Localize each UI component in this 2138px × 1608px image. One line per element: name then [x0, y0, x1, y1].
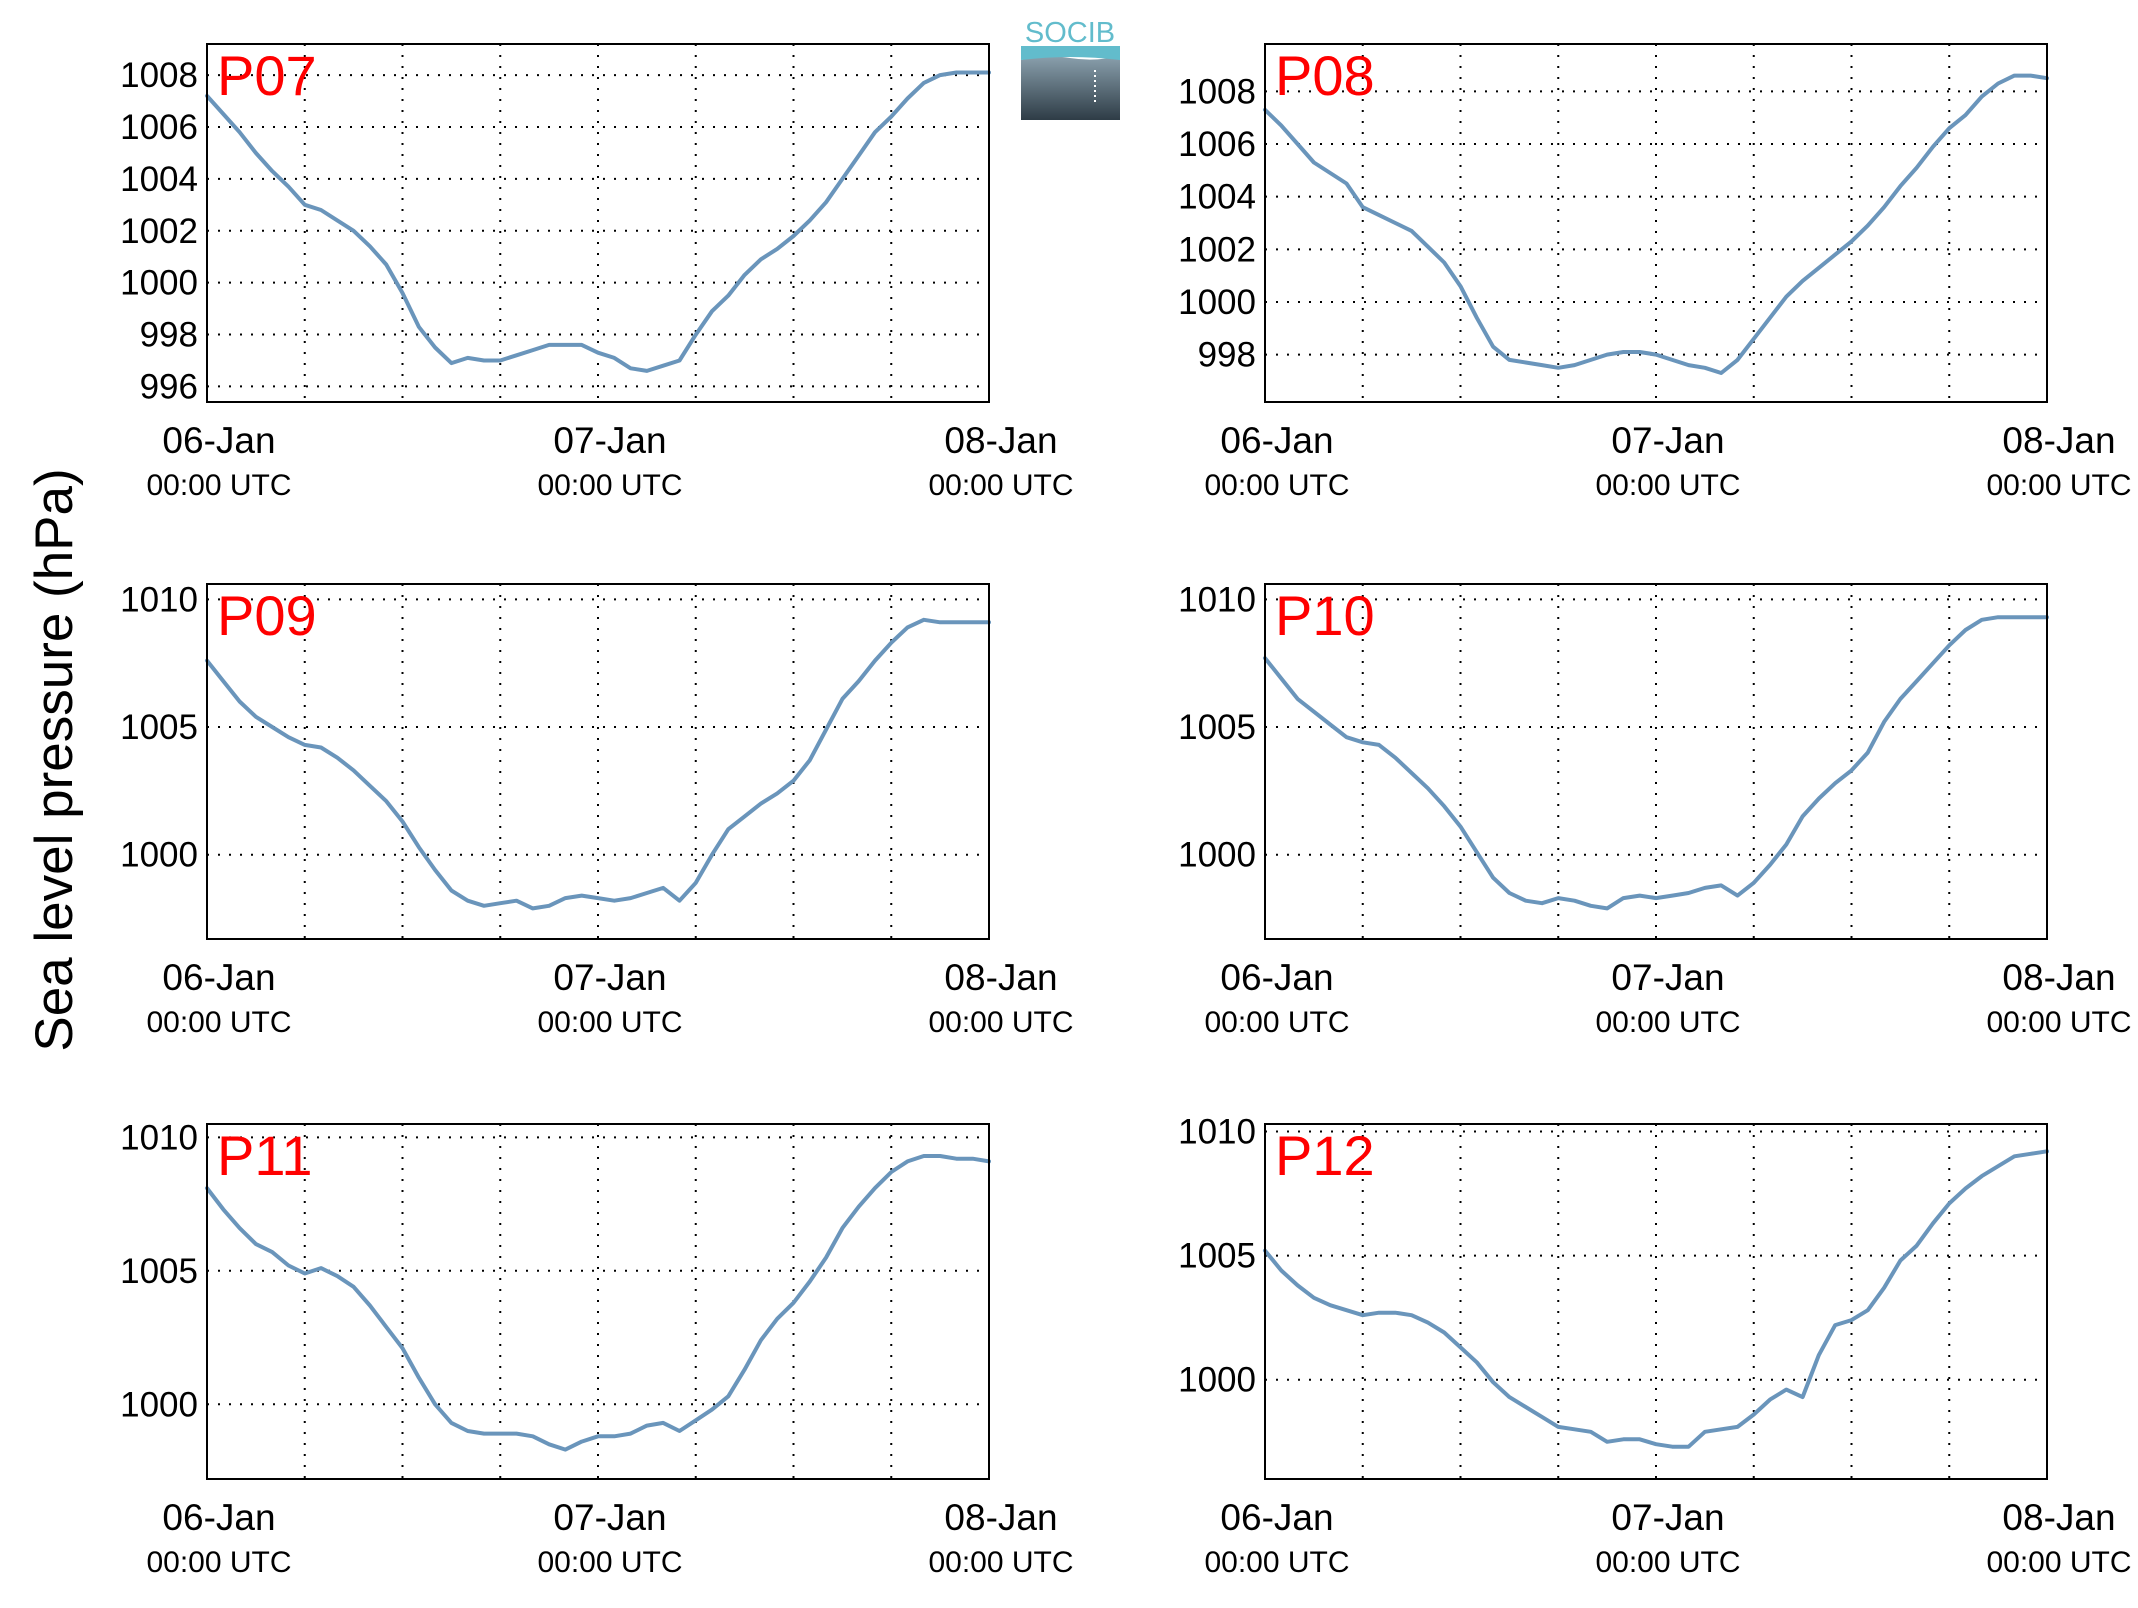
y-tick-label: 1005: [1178, 708, 1256, 747]
x-tick-time-label: 00:00 UTC: [537, 469, 682, 502]
x-tick-time-label: 00:00 UTC: [1986, 1546, 2131, 1579]
pressure-line: [1263, 73, 2049, 375]
x-tick-time-label: 00:00 UTC: [146, 469, 291, 502]
x-tick-day-label: 08-Jan: [2002, 420, 2115, 461]
x-tick-time-label: 00:00 UTC: [146, 1546, 291, 1579]
y-axis-label: Sea level pressure (hPa): [25, 468, 84, 1051]
x-tick-day-label: 07-Jan: [1611, 420, 1724, 461]
station-label: P09: [217, 584, 317, 647]
y-tick-label: 1008: [1178, 72, 1256, 111]
y-tick-label: 1000: [1178, 836, 1256, 875]
panel-p12: 1000 1005 1010 P12 06-Jan 00:00 UTC 07-Jan 00:0…: [1178, 1112, 2131, 1579]
y-tick-label: 996: [140, 367, 198, 406]
logo-text: SOCIB: [1025, 17, 1115, 49]
x-tick-time-label: 00:00 UTC: [1595, 1546, 1740, 1579]
x-tick-day-label: 07-Jan: [553, 957, 666, 998]
pressure-line: [1263, 615, 2049, 911]
x-tick-day-label: 07-Jan: [553, 420, 666, 461]
x-tick-time-label: 00:00 UTC: [928, 469, 1073, 502]
y-tick-label: 998: [140, 316, 198, 355]
y-tick-label: 1004: [120, 160, 198, 199]
station-label: P08: [1275, 44, 1375, 107]
x-tick-day-label: 08-Jan: [944, 420, 1057, 461]
station-label: P12: [1275, 1124, 1375, 1187]
y-tick-label: 1010: [120, 1118, 198, 1157]
y-tick-label: 1000: [1178, 1361, 1256, 1400]
pressure-line: [1263, 1149, 2049, 1449]
y-tick-label: 1002: [120, 212, 198, 251]
x-tick-day-label: 07-Jan: [553, 1497, 666, 1538]
x-tick-time-label: 00:00 UTC: [928, 1546, 1073, 1579]
axes-frame: [1264, 1123, 2048, 1480]
x-tick-day-label: 08-Jan: [944, 957, 1057, 998]
y-tick-label: 1000: [120, 836, 198, 875]
y-tick-label: 1010: [1178, 1112, 1256, 1151]
y-tick-label: 1006: [1178, 125, 1256, 164]
x-tick-day-label: 07-Jan: [1611, 957, 1724, 998]
y-tick-label: 1004: [1178, 178, 1256, 217]
x-tick-time-label: 00:00 UTC: [537, 1546, 682, 1579]
axes-frame: [206, 583, 990, 940]
x-tick-time-label: 00:00 UTC: [1986, 1006, 2131, 1039]
station-label: P07: [217, 44, 317, 107]
station-label: P10: [1275, 584, 1375, 647]
pressure-line: [205, 70, 991, 373]
station-label: P11: [217, 1124, 312, 1187]
y-tick-label: 1002: [1178, 230, 1256, 269]
panel-p09: 1000 1005 1010 P09 06-Jan 00:00 UTC 07-Jan 00:0…: [120, 580, 1073, 1039]
axes-frame: [1264, 583, 2048, 940]
y-tick-label: 1010: [1178, 580, 1256, 619]
x-tick-time-label: 00:00 UTC: [1595, 1006, 1740, 1039]
socib-logo: SOCIB: [1021, 17, 1120, 120]
y-tick-label: 1000: [120, 1385, 198, 1424]
axes-frame: [206, 43, 990, 403]
y-tick-label: 1000: [120, 264, 198, 303]
x-tick-time-label: 00:00 UTC: [1204, 1006, 1349, 1039]
x-tick-time-label: 00:00 UTC: [1204, 1546, 1349, 1579]
y-tick-label: 1005: [120, 1252, 198, 1291]
x-tick-time-label: 00:00 UTC: [928, 1006, 1073, 1039]
y-tick-label: 1005: [1178, 1237, 1256, 1276]
x-tick-time-label: 00:00 UTC: [1204, 469, 1349, 502]
y-tick-label: 1000: [1178, 283, 1256, 322]
panel-p08: 998 1000 1002 1004 1006 1008 P08 06-Jan 00:00 UT…: [1178, 43, 2132, 502]
x-tick-day-label: 06-Jan: [1220, 1497, 1333, 1538]
axes-frame: [206, 1123, 990, 1480]
x-tick-day-label: 06-Jan: [162, 957, 275, 998]
pressure-line: [205, 617, 991, 911]
x-tick-day-label: 08-Jan: [2002, 1497, 2115, 1538]
y-tick-label: 1006: [120, 108, 198, 147]
y-tick-label: 1005: [120, 708, 198, 747]
x-tick-time-label: 00:00 UTC: [1986, 469, 2131, 502]
pressure-line: [205, 1154, 991, 1452]
x-tick-time-label: 00:00 UTC: [537, 1006, 682, 1039]
x-tick-day-label: 08-Jan: [944, 1497, 1057, 1538]
y-tick-label: 998: [1198, 336, 1256, 375]
panels: 996 998 1000 1002 1004 1006 1008 P07 06-Jan 00:00…: [120, 43, 2132, 1579]
axes-frame: [1264, 43, 2048, 403]
x-tick-day-label: 06-Jan: [162, 420, 275, 461]
y-tick-label: 1010: [120, 580, 198, 619]
panel-p07: 996 998 1000 1002 1004 1006 1008 P07 06-Jan 00:00…: [120, 43, 1074, 502]
x-tick-day-label: 08-Jan: [2002, 957, 2115, 998]
panel-p10: 1000 1005 1010 P10 06-Jan 00:00 UTC 07-Jan 00:0…: [1178, 580, 2131, 1039]
x-tick-day-label: 07-Jan: [1611, 1497, 1724, 1538]
y-tick-label: 1008: [120, 56, 198, 95]
x-tick-day-label: 06-Jan: [1220, 420, 1333, 461]
panel-p11: 1000 1005 1010 P11 06-Jan 00:00 UTC 07-Jan 00:0…: [120, 1118, 1073, 1579]
x-tick-time-label: 00:00 UTC: [1595, 469, 1740, 502]
x-tick-day-label: 06-Jan: [162, 1497, 275, 1538]
x-tick-time-label: 00:00 UTC: [146, 1006, 291, 1039]
x-tick-day-label: 06-Jan: [1220, 957, 1333, 998]
